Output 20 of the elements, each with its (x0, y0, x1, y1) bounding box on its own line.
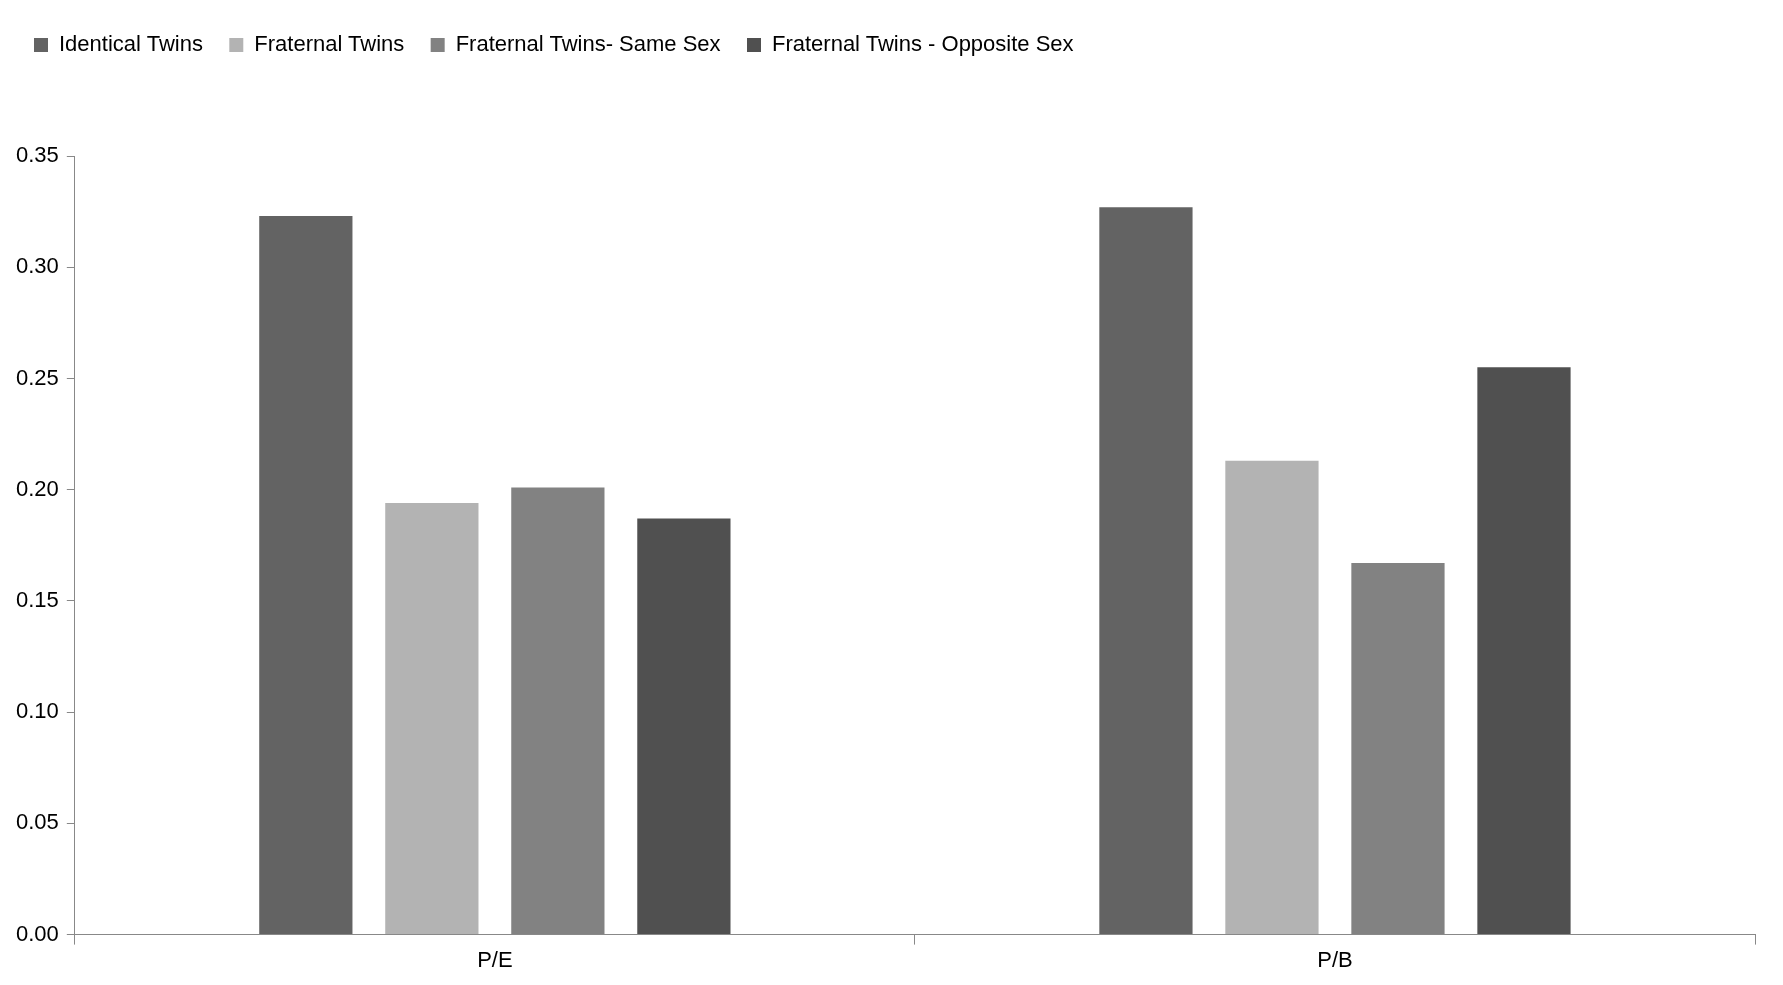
y-tick-label: 0.10 (15, 698, 59, 724)
legend-label: Fraternal Twins- Same Sex (455, 31, 721, 57)
legend-label: Identical Twins (59, 31, 203, 57)
y-tick-label: 0.35 (15, 142, 59, 168)
y-tick-label: 0.05 (15, 809, 59, 835)
x-tick-label: P/B (1317, 946, 1353, 972)
y-tick-label: 0.15 (15, 586, 59, 612)
bar (385, 503, 479, 935)
bar (1225, 460, 1319, 935)
y-tick-label: 0.30 (15, 253, 59, 279)
y-tick-label: 0.20 (15, 475, 59, 501)
bar (1099, 207, 1193, 935)
legend-label: Fraternal Twins (254, 31, 405, 57)
bar (259, 216, 353, 935)
x-tick-label: P/E (477, 946, 513, 972)
y-tick-label: 0.25 (15, 364, 59, 390)
bar (1477, 367, 1571, 935)
y-tick-label: 0.00 (15, 920, 59, 946)
bar (637, 518, 731, 935)
legend-label: Fraternal Twins - Opposite Sex (771, 31, 1074, 57)
